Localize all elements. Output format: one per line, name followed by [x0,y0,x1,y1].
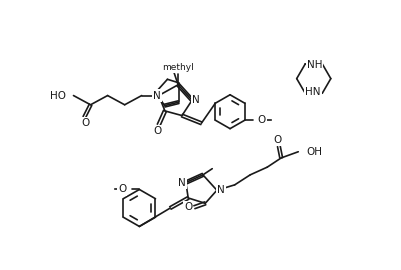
Text: O: O [273,135,281,145]
Text: N: N [178,178,185,188]
Text: O: O [184,202,192,212]
Text: O: O [118,184,126,194]
Text: OH: OH [305,147,321,157]
Text: N: N [216,185,224,195]
Text: N: N [153,90,161,100]
Text: methyl: methyl [162,63,194,72]
Text: O: O [81,118,89,128]
Text: HO: HO [50,90,66,100]
Text: O: O [154,126,162,136]
Text: O: O [257,115,265,125]
Text: HN: HN [304,87,320,97]
Text: N: N [192,95,199,105]
Text: NH: NH [306,60,322,70]
